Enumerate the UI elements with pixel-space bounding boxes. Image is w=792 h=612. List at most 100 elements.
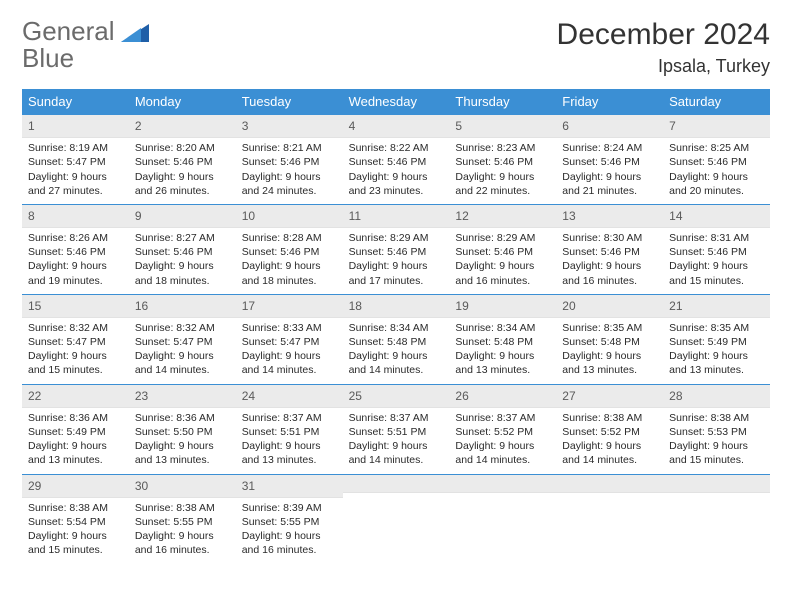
sunrise-line: Sunrise: 8:24 AM — [562, 141, 657, 155]
day-number: 7 — [663, 115, 770, 138]
day-cell: 8Sunrise: 8:26 AMSunset: 5:46 PMDaylight… — [22, 204, 129, 294]
day-cell: 7Sunrise: 8:25 AMSunset: 5:46 PMDaylight… — [663, 114, 770, 204]
day-number: 5 — [449, 115, 556, 138]
daylight-line: Daylight: 9 hours and 14 minutes. — [562, 439, 657, 467]
day-number: 29 — [22, 475, 129, 498]
sunrise-line: Sunrise: 8:34 AM — [349, 321, 444, 335]
sunrise-line: Sunrise: 8:19 AM — [28, 141, 123, 155]
sunrise-line: Sunrise: 8:35 AM — [669, 321, 764, 335]
day-body: Sunrise: 8:38 AMSunset: 5:52 PMDaylight:… — [556, 408, 663, 474]
day-cell: 20Sunrise: 8:35 AMSunset: 5:48 PMDayligh… — [556, 294, 663, 384]
day-body: Sunrise: 8:28 AMSunset: 5:46 PMDaylight:… — [236, 228, 343, 294]
logo-word-blue: Blue — [22, 43, 74, 73]
day-cell: 26Sunrise: 8:37 AMSunset: 5:52 PMDayligh… — [449, 384, 556, 474]
day-body: Sunrise: 8:23 AMSunset: 5:46 PMDaylight:… — [449, 138, 556, 204]
day-body: Sunrise: 8:31 AMSunset: 5:46 PMDaylight:… — [663, 228, 770, 294]
day-cell: 6Sunrise: 8:24 AMSunset: 5:46 PMDaylight… — [556, 114, 663, 204]
dow-cell: Saturday — [663, 89, 770, 114]
day-of-week-header: SundayMondayTuesdayWednesdayThursdayFrid… — [22, 89, 770, 114]
daylight-line: Daylight: 9 hours and 15 minutes. — [28, 349, 123, 377]
day-number — [663, 475, 770, 493]
day-cell: 14Sunrise: 8:31 AMSunset: 5:46 PMDayligh… — [663, 204, 770, 294]
daylight-line: Daylight: 9 hours and 16 minutes. — [135, 529, 230, 557]
day-cell: 3Sunrise: 8:21 AMSunset: 5:46 PMDaylight… — [236, 114, 343, 204]
logo-text: General Blue — [22, 18, 115, 72]
day-body: Sunrise: 8:22 AMSunset: 5:46 PMDaylight:… — [343, 138, 450, 204]
day-cell: 17Sunrise: 8:33 AMSunset: 5:47 PMDayligh… — [236, 294, 343, 384]
day-number — [556, 475, 663, 493]
day-body: Sunrise: 8:36 AMSunset: 5:50 PMDaylight:… — [129, 408, 236, 474]
day-body: Sunrise: 8:19 AMSunset: 5:47 PMDaylight:… — [22, 138, 129, 204]
sunrise-line: Sunrise: 8:21 AM — [242, 141, 337, 155]
daylight-line: Daylight: 9 hours and 13 minutes. — [28, 439, 123, 467]
sunrise-line: Sunrise: 8:32 AM — [28, 321, 123, 335]
sunrise-line: Sunrise: 8:33 AM — [242, 321, 337, 335]
day-body: Sunrise: 8:20 AMSunset: 5:46 PMDaylight:… — [129, 138, 236, 204]
day-cell: 27Sunrise: 8:38 AMSunset: 5:52 PMDayligh… — [556, 384, 663, 474]
day-number: 1 — [22, 115, 129, 138]
sunrise-line: Sunrise: 8:29 AM — [455, 231, 550, 245]
day-cell — [343, 474, 450, 564]
day-cell: 18Sunrise: 8:34 AMSunset: 5:48 PMDayligh… — [343, 294, 450, 384]
day-body: Sunrise: 8:38 AMSunset: 5:55 PMDaylight:… — [129, 498, 236, 564]
sunrise-line: Sunrise: 8:28 AM — [242, 231, 337, 245]
sunset-line: Sunset: 5:46 PM — [455, 245, 550, 259]
logo: General Blue — [22, 18, 149, 72]
day-number: 12 — [449, 205, 556, 228]
day-body: Sunrise: 8:32 AMSunset: 5:47 PMDaylight:… — [22, 318, 129, 384]
day-body: Sunrise: 8:29 AMSunset: 5:46 PMDaylight:… — [343, 228, 450, 294]
day-body: Sunrise: 8:34 AMSunset: 5:48 PMDaylight:… — [343, 318, 450, 384]
sunrise-line: Sunrise: 8:34 AM — [455, 321, 550, 335]
sunrise-line: Sunrise: 8:36 AM — [28, 411, 123, 425]
day-cell: 31Sunrise: 8:39 AMSunset: 5:55 PMDayligh… — [236, 474, 343, 564]
day-cell: 21Sunrise: 8:35 AMSunset: 5:49 PMDayligh… — [663, 294, 770, 384]
day-number: 22 — [22, 385, 129, 408]
daylight-line: Daylight: 9 hours and 15 minutes. — [669, 439, 764, 467]
daylight-line: Daylight: 9 hours and 14 minutes. — [242, 349, 337, 377]
daylight-line: Daylight: 9 hours and 26 minutes. — [135, 170, 230, 198]
sunrise-line: Sunrise: 8:23 AM — [455, 141, 550, 155]
day-number: 17 — [236, 295, 343, 318]
day-number: 19 — [449, 295, 556, 318]
day-cell: 28Sunrise: 8:38 AMSunset: 5:53 PMDayligh… — [663, 384, 770, 474]
day-number: 30 — [129, 475, 236, 498]
sunset-line: Sunset: 5:51 PM — [349, 425, 444, 439]
sunrise-line: Sunrise: 8:20 AM — [135, 141, 230, 155]
sunrise-line: Sunrise: 8:31 AM — [669, 231, 764, 245]
sunset-line: Sunset: 5:47 PM — [135, 335, 230, 349]
day-number: 26 — [449, 385, 556, 408]
sunset-line: Sunset: 5:55 PM — [242, 515, 337, 529]
day-cell: 22 Sunrise: 8:36 AMSunset: 5:49 PMDayligh… — [22, 384, 129, 474]
sunrise-line: Sunrise: 8:30 AM — [562, 231, 657, 245]
week-row: 22Sunrise: 8:36 AMSunset: 5:49 PMDayligh… — [22, 384, 770, 474]
day-cell: 11Sunrise: 8:29 AMSunset: 5:46 PMDayligh… — [343, 204, 450, 294]
day-number: 2 — [129, 115, 236, 138]
daylight-line: Daylight: 9 hours and 27 minutes. — [28, 170, 123, 198]
sunrise-line: Sunrise: 8:22 AM — [349, 141, 444, 155]
day-body: Sunrise: 8:33 AMSunset: 5:47 PMDaylight:… — [236, 318, 343, 384]
sunrise-line: Sunrise: 8:37 AM — [455, 411, 550, 425]
daylight-line: Daylight: 9 hours and 16 minutes. — [242, 529, 337, 557]
day-body: Sunrise: 8:35 AMSunset: 5:48 PMDaylight:… — [556, 318, 663, 384]
dow-cell: Thursday — [449, 89, 556, 114]
daylight-line: Daylight: 9 hours and 14 minutes. — [349, 439, 444, 467]
sunset-line: Sunset: 5:48 PM — [349, 335, 444, 349]
day-cell: 4Sunrise: 8:22 AMSunset: 5:46 PMDaylight… — [343, 114, 450, 204]
sunrise-line: Sunrise: 8:37 AM — [349, 411, 444, 425]
day-cell: 24Sunrise: 8:37 AMSunset: 5:51 PMDayligh… — [236, 384, 343, 474]
sunset-line: Sunset: 5:46 PM — [242, 155, 337, 169]
sunrise-line: Sunrise: 8:29 AM — [349, 231, 444, 245]
sunrise-line: Sunrise: 8:27 AM — [135, 231, 230, 245]
day-body: Sunrise: 8:24 AMSunset: 5:46 PMDaylight:… — [556, 138, 663, 204]
day-number — [449, 475, 556, 493]
location-label: Ipsala, Turkey — [557, 56, 770, 77]
day-body: Sunrise: 8:27 AMSunset: 5:46 PMDaylight:… — [129, 228, 236, 294]
day-cell — [556, 474, 663, 564]
day-body: Sunrise: 8:38 AMSunset: 5:54 PMDaylight:… — [22, 498, 129, 564]
sunset-line: Sunset: 5:49 PM — [28, 425, 123, 439]
sunrise-line: Sunrise: 8:39 AM — [242, 501, 337, 515]
header: General Blue December 2024 Ipsala, Turke… — [22, 18, 770, 77]
day-cell: 9Sunrise: 8:27 AMSunset: 5:46 PMDaylight… — [129, 204, 236, 294]
day-body: Sunrise: 8:34 AMSunset: 5:48 PMDaylight:… — [449, 318, 556, 384]
sunset-line: Sunset: 5:46 PM — [669, 155, 764, 169]
